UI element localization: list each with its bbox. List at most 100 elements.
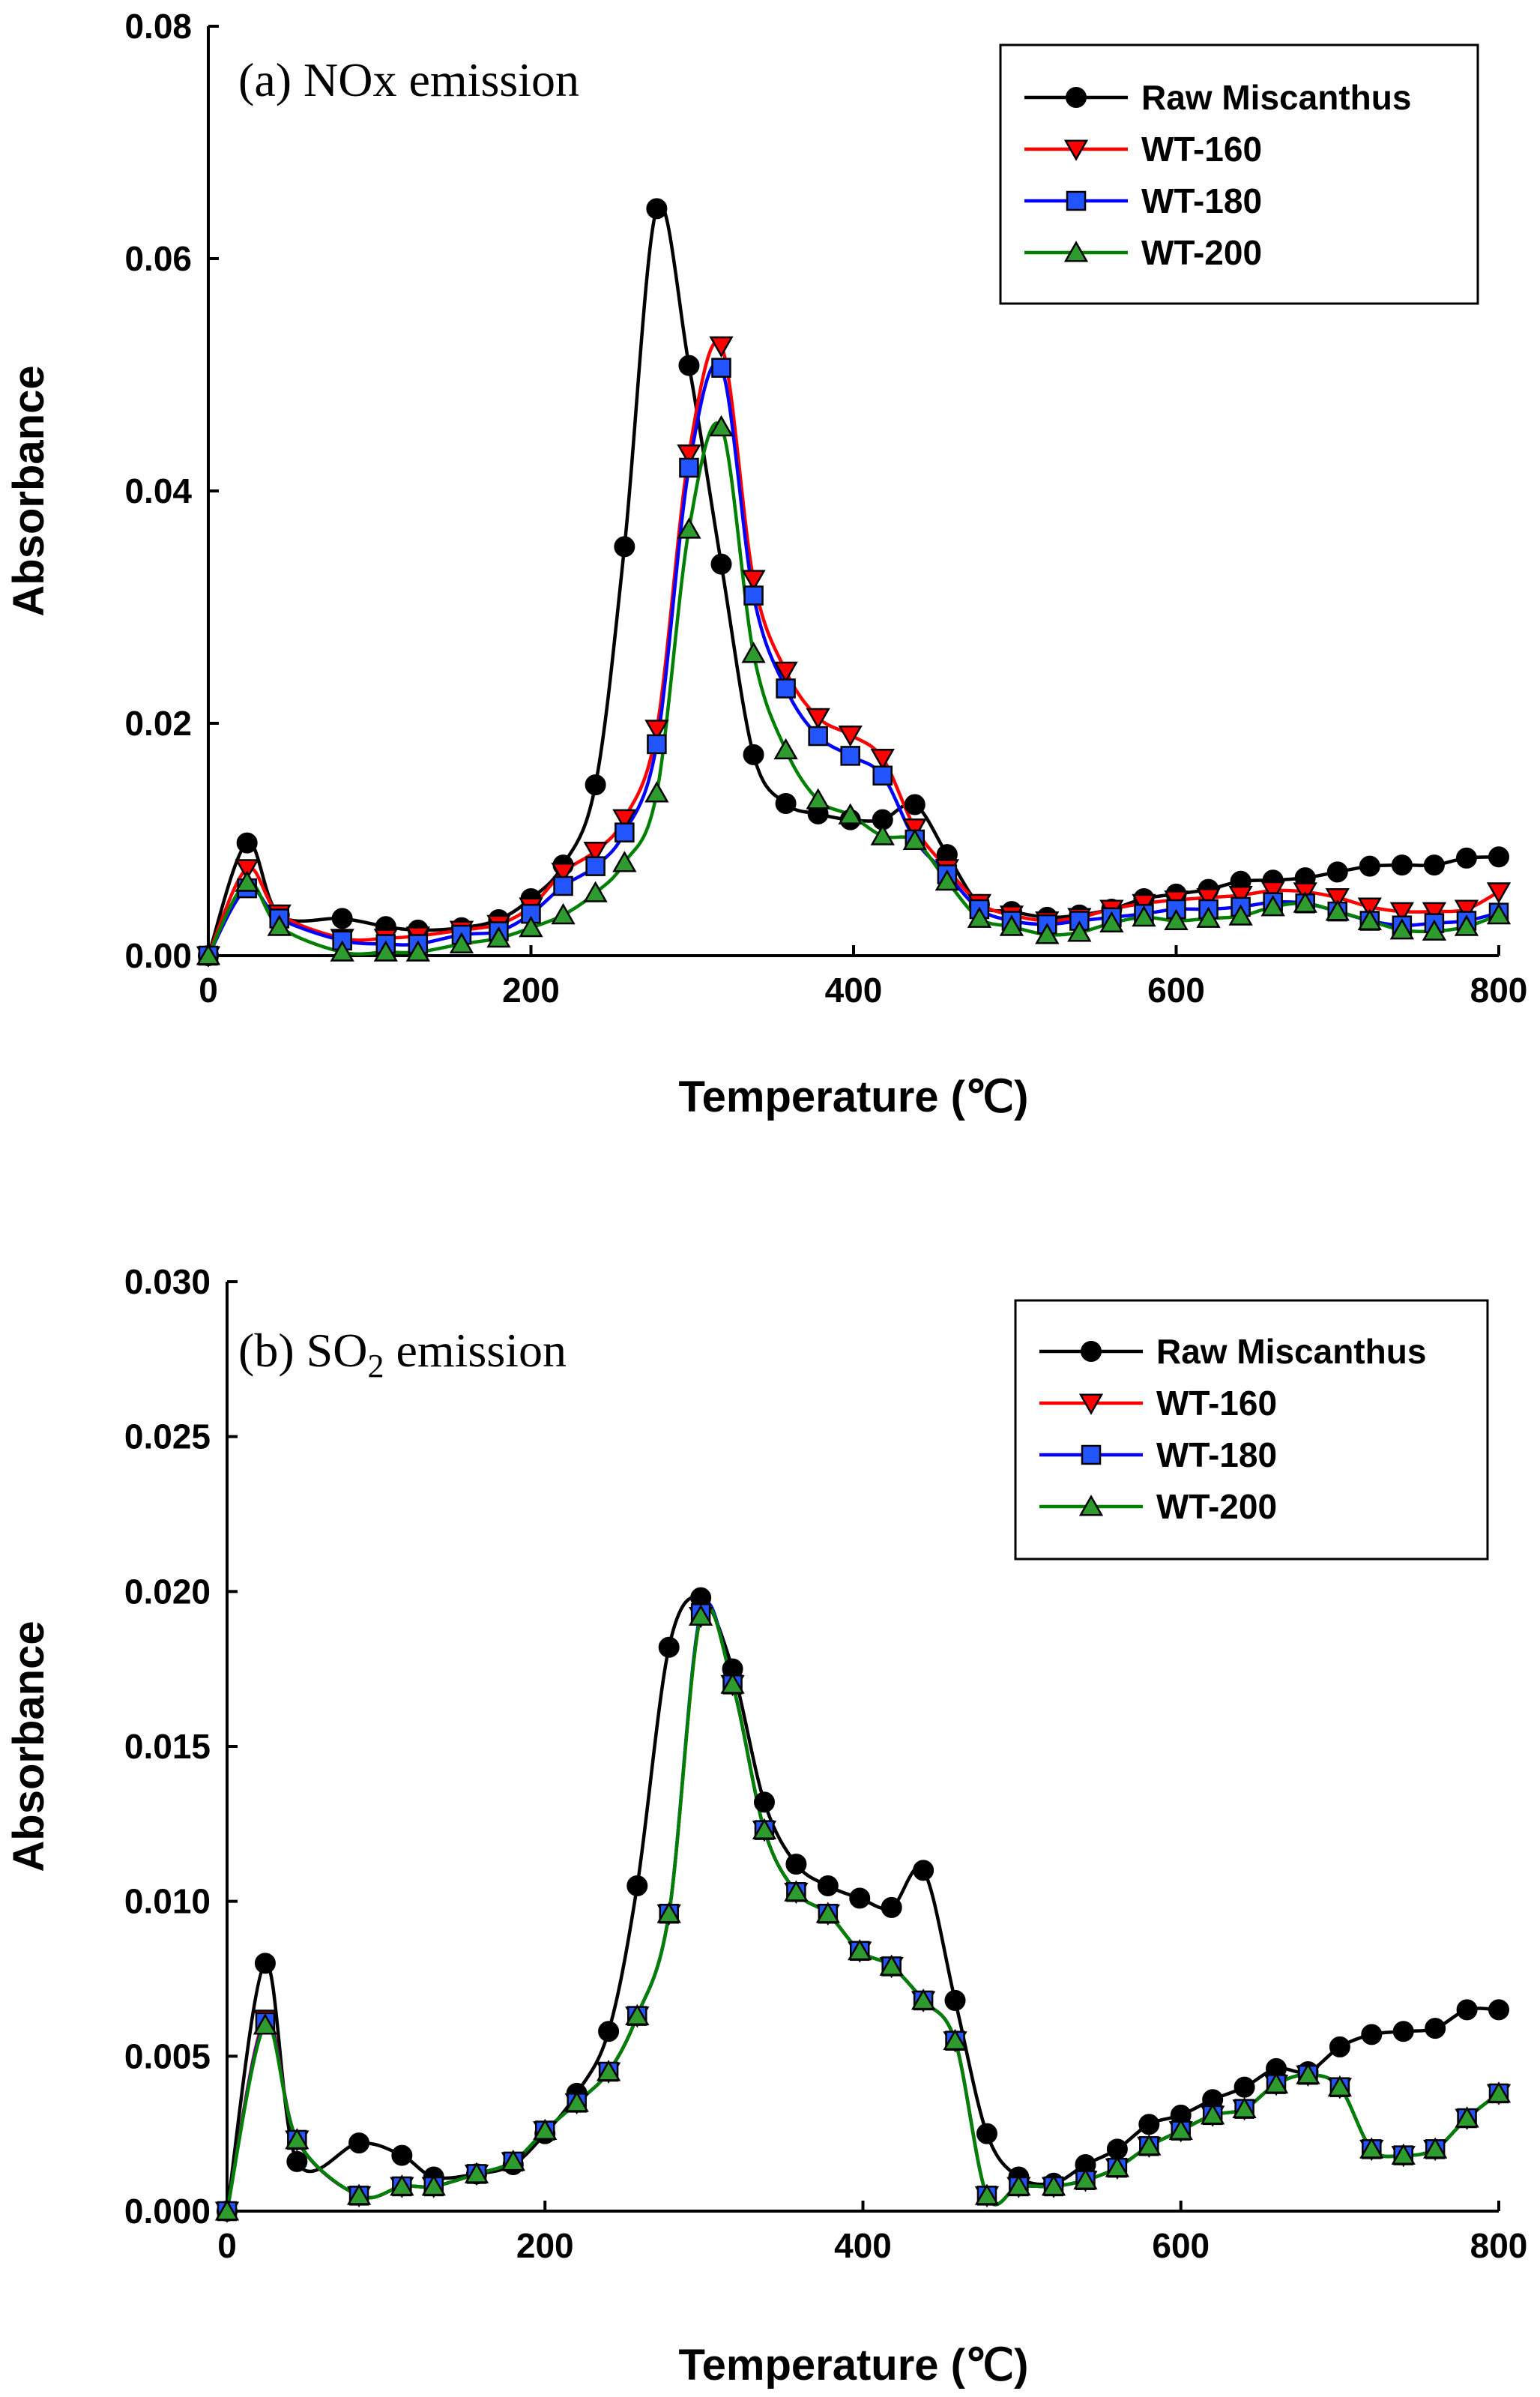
- data-point: [902, 828, 927, 850]
- data-point: [1137, 2134, 1162, 2156]
- data-point: [840, 746, 860, 766]
- data-point: [644, 781, 669, 803]
- data-point: [1132, 905, 1156, 927]
- data-point: [1228, 904, 1253, 926]
- data-point: [1361, 2024, 1383, 2045]
- data-point: [773, 661, 798, 684]
- data-point: [838, 726, 863, 747]
- data-point: [1326, 861, 1348, 883]
- series-line: [206, 340, 1500, 956]
- chart-so2: 0.000 0.005 0.010 0.015 0.020 0.025 0.030 0 200 4…: [4, 1262, 1527, 2390]
- data-point: [752, 1818, 777, 1840]
- data-point: [1260, 895, 1285, 917]
- y-axis-label: Absorbance: [4, 365, 53, 616]
- data-point: [583, 842, 608, 863]
- data-point: [598, 2021, 620, 2042]
- data-point: [711, 358, 731, 378]
- data-point: [658, 1636, 680, 1658]
- data-point: [1196, 906, 1221, 928]
- legend-marker: [1066, 190, 1087, 211]
- x-tick-label: 200: [516, 2226, 574, 2265]
- series-wt-180: [207, 361, 1500, 957]
- data-point: [656, 1902, 681, 1923]
- legend-label: WT-180: [1156, 1435, 1277, 1474]
- data-point: [533, 2118, 558, 2140]
- data-point: [501, 2150, 525, 2171]
- data-point: [677, 444, 701, 466]
- legend: Raw Miscanthus WT-160 WT-180 WT-200: [1014, 1299, 1489, 1561]
- data-point: [1359, 2137, 1384, 2159]
- data-point: [585, 856, 606, 876]
- data-point: [1425, 2018, 1446, 2039]
- data-point: [741, 570, 766, 591]
- chart-nox: 0.00 0.02 0.04 0.06 0.08 0 200 400 600 800 Tempera…: [4, 7, 1527, 1121]
- y-tick-label: 0.04: [124, 471, 192, 510]
- data-point: [1196, 888, 1221, 910]
- data-point: [585, 774, 606, 796]
- data-point: [214, 2199, 240, 2221]
- data-point: [944, 1989, 966, 2011]
- data-point: [849, 1887, 871, 1909]
- data-point: [1105, 2156, 1130, 2177]
- data-point: [596, 2060, 621, 2081]
- data-point: [1201, 2103, 1225, 2125]
- data-point: [254, 1953, 276, 1974]
- data-point: [1327, 2075, 1353, 2097]
- legend-marker: [1066, 87, 1087, 108]
- data-point: [625, 2003, 650, 2026]
- data-point: [677, 517, 701, 539]
- x-tick-label: 600: [1152, 2226, 1210, 2265]
- data-point: [1263, 2072, 1289, 2093]
- data-point: [615, 822, 635, 842]
- data-point: [904, 794, 925, 815]
- series-line: [206, 202, 1500, 956]
- data-point: [1260, 881, 1285, 903]
- series-wt-160: [206, 340, 1500, 956]
- x-tick-label: 200: [502, 971, 560, 1010]
- data-point: [848, 1938, 872, 1961]
- data-point: [1325, 888, 1350, 910]
- legend-label: WT-160: [1156, 1384, 1277, 1423]
- data-point: [1164, 908, 1189, 930]
- data-point: [330, 940, 354, 962]
- data-point: [1073, 2168, 1098, 2190]
- legend-label: Raw Miscanthus: [1141, 78, 1411, 117]
- data-point: [235, 859, 259, 881]
- data-point: [806, 788, 830, 809]
- data-point: [519, 915, 543, 938]
- x-axis-label: Temperature (℃): [679, 1073, 1029, 1121]
- data-point: [815, 1902, 840, 1923]
- data-point: [870, 749, 895, 771]
- legend-label: WT-180: [1141, 181, 1262, 220]
- data-point: [1357, 897, 1382, 919]
- data-point: [872, 765, 893, 786]
- data-point: [564, 2090, 589, 2112]
- data-point: [1486, 882, 1512, 904]
- data-point: [808, 726, 828, 747]
- data-point: [1454, 914, 1479, 936]
- markers-wt-180: [217, 1603, 1509, 2222]
- data-point: [1325, 899, 1350, 921]
- legend-marker: [1081, 1444, 1102, 1465]
- data-point: [626, 1875, 648, 1896]
- data-point: [1389, 902, 1415, 923]
- data-point: [391, 2144, 413, 2166]
- data-point: [1423, 854, 1445, 876]
- data-point: [331, 908, 353, 929]
- data-point: [1357, 908, 1382, 930]
- x-axis-label: Temperature (℃): [679, 2341, 1029, 2390]
- y-tick-label: 0.020: [124, 1572, 211, 1611]
- data-point: [784, 1880, 809, 1902]
- data-point: [286, 2150, 308, 2172]
- data-point: [1138, 2114, 1160, 2135]
- data-point: [551, 902, 576, 925]
- markers-raw-miscanthus: [198, 198, 1509, 966]
- data-point: [1067, 920, 1092, 942]
- data-point: [1455, 847, 1477, 869]
- markers-wt-200: [214, 1604, 1512, 2221]
- legend-marker: [1063, 139, 1089, 161]
- data-point: [1228, 885, 1253, 908]
- x-tick-label: 400: [825, 971, 883, 1010]
- y-tick-label: 0.010: [124, 1882, 211, 1921]
- data-point: [1168, 2118, 1193, 2140]
